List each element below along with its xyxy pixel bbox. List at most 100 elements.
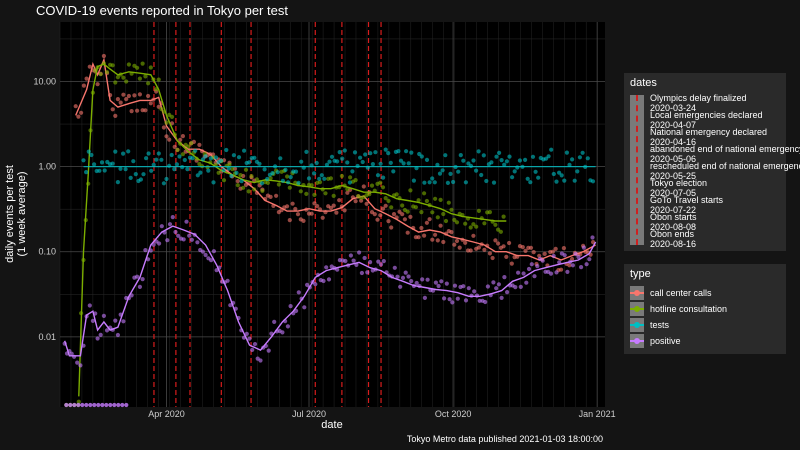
- type-legend-key: [630, 334, 644, 348]
- data-point: [397, 209, 402, 214]
- type-legend-key: [630, 302, 644, 316]
- x-axis-ticks: Apr 2020 Jul 2020 Oct 2020 Jan 2021: [148, 409, 615, 419]
- data-point: [435, 162, 440, 167]
- data-point: [260, 188, 265, 193]
- data-point: [436, 283, 441, 289]
- data-point: [422, 295, 427, 300]
- series-positive: [62, 215, 597, 408]
- data-point: [81, 83, 86, 88]
- data-point: [143, 248, 148, 253]
- data-point: [441, 211, 446, 217]
- zero-point: [64, 402, 69, 408]
- type-legend-key-point: [634, 322, 640, 328]
- data-point: [298, 189, 303, 194]
- data-point: [211, 180, 216, 185]
- data-point: [293, 206, 298, 212]
- data-point: [400, 212, 405, 217]
- data-point: [417, 151, 422, 157]
- data-point: [95, 82, 100, 87]
- data-point: [97, 168, 102, 173]
- data-point: [331, 193, 336, 198]
- dates-legend-event-date: 2020-03-24: [650, 102, 697, 113]
- data-point: [252, 342, 258, 347]
- type-legend-label: positive: [650, 336, 681, 346]
- data-point: [512, 169, 517, 174]
- data-point: [288, 304, 293, 309]
- data-point: [209, 258, 214, 263]
- data-point: [533, 169, 538, 174]
- data-point: [224, 147, 229, 153]
- data-point: [425, 277, 430, 282]
- type-legend-key: [630, 318, 644, 332]
- data-point: [370, 162, 375, 167]
- data-point: [424, 157, 430, 162]
- data-point: [479, 172, 484, 178]
- data-point: [195, 240, 200, 245]
- data-point: [437, 171, 443, 176]
- data-point: [140, 61, 145, 66]
- type-legend-title: type: [630, 268, 651, 280]
- data-point: [121, 151, 126, 156]
- data-point: [296, 180, 301, 185]
- data-point: [441, 239, 446, 245]
- dates-legend-event-name: Olympics delay finalized: [650, 93, 747, 103]
- type-legend-label: call center calls: [650, 288, 712, 298]
- data-point: [526, 266, 532, 272]
- type-legend-key-point: [634, 306, 640, 312]
- data-point: [496, 241, 501, 246]
- data-point: [137, 284, 142, 289]
- data-point: [113, 113, 118, 118]
- data-point: [554, 270, 559, 275]
- data-point: [591, 240, 596, 245]
- data-point: [252, 155, 257, 160]
- data-point: [159, 224, 164, 229]
- data-point: [86, 149, 91, 154]
- data-point: [517, 158, 523, 163]
- data-point: [438, 223, 443, 228]
- data-point: [368, 151, 373, 156]
- data-point: [518, 284, 523, 289]
- data-point: [113, 318, 118, 323]
- data-point: [345, 160, 350, 165]
- data-point: [353, 178, 358, 183]
- data-point: [391, 169, 396, 174]
- data-point: [376, 259, 381, 264]
- data-point: [378, 262, 384, 267]
- data-point: [228, 303, 233, 308]
- data-point: [184, 219, 189, 224]
- data-point: [227, 162, 232, 167]
- data-point: [491, 280, 496, 285]
- data-point: [381, 259, 386, 264]
- data-point: [214, 268, 219, 273]
- data-point: [266, 348, 271, 353]
- data-point: [313, 282, 318, 287]
- data-point: [90, 318, 95, 323]
- data-point: [359, 198, 364, 203]
- data-point: [406, 274, 411, 279]
- data-point: [487, 210, 492, 215]
- data-point: [509, 175, 515, 180]
- data-point: [221, 168, 226, 173]
- data-point: [490, 255, 495, 261]
- data-point: [246, 189, 251, 194]
- data-point: [402, 217, 407, 222]
- data-point: [414, 280, 419, 286]
- data-point: [198, 170, 203, 175]
- data-point: [383, 196, 388, 201]
- data-point: [211, 249, 216, 254]
- y-axis-label-line-1: daily events per test: [4, 165, 16, 263]
- data-point: [334, 210, 339, 215]
- data-point: [302, 305, 307, 310]
- data-point: [242, 148, 247, 153]
- data-point: [454, 238, 460, 244]
- data-point: [564, 150, 570, 155]
- series-line: [78, 63, 507, 397]
- data-point: [422, 233, 427, 238]
- data-point: [504, 159, 509, 164]
- data-point: [319, 173, 324, 178]
- data-point: [532, 274, 537, 279]
- x-tick-label: Jul 2020: [292, 409, 326, 419]
- data-point: [523, 248, 528, 253]
- zero-point: [68, 402, 73, 408]
- data-point: [329, 154, 335, 159]
